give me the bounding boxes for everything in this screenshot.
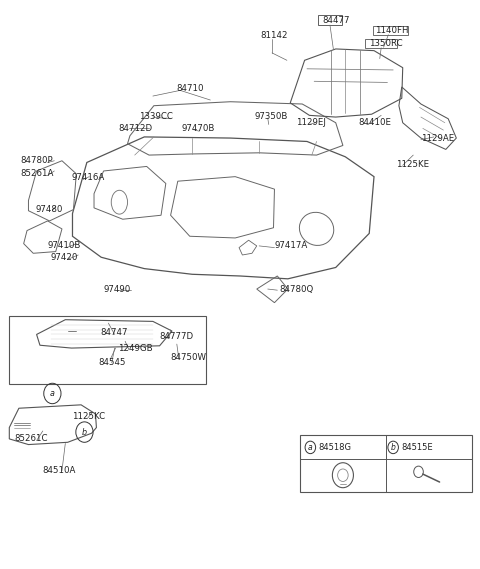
Text: 84780Q: 84780Q	[279, 284, 313, 294]
Bar	[373, 26, 408, 35]
Text: 84710: 84710	[177, 84, 204, 93]
Text: 84777D: 84777D	[159, 332, 194, 341]
Bar	[9, 316, 206, 384]
Text: a: a	[50, 389, 55, 398]
Bar	[300, 435, 472, 492]
Text: 1125KC: 1125KC	[72, 412, 105, 420]
Text: 97410B: 97410B	[48, 241, 81, 250]
Text: 84510A: 84510A	[43, 466, 76, 475]
Bar	[318, 15, 342, 25]
Text: 97416A: 97416A	[72, 174, 105, 182]
Text: 84518G: 84518G	[318, 443, 351, 452]
Text: 97490: 97490	[104, 284, 131, 294]
Text: 1339CC: 1339CC	[140, 112, 173, 121]
Text: 97470B: 97470B	[181, 124, 215, 133]
Text: 84515E: 84515E	[401, 443, 433, 452]
Text: 84477: 84477	[323, 16, 350, 25]
Text: 97420: 97420	[51, 253, 78, 262]
Bar	[365, 39, 396, 48]
Text: 1125KE: 1125KE	[396, 160, 429, 168]
Text: b: b	[391, 443, 396, 452]
Text: 1249GB: 1249GB	[118, 344, 153, 353]
Text: 1129AE: 1129AE	[421, 134, 454, 143]
Text: 85261C: 85261C	[14, 434, 48, 443]
Text: 84410E: 84410E	[359, 118, 392, 127]
Text: 81142: 81142	[260, 31, 288, 40]
Text: 84545: 84545	[99, 358, 126, 368]
Text: 84712D: 84712D	[118, 124, 152, 133]
Text: 85261A: 85261A	[21, 170, 54, 178]
Text: b: b	[82, 427, 87, 436]
Text: 1140FH: 1140FH	[375, 26, 408, 35]
Text: 84750W: 84750W	[170, 353, 206, 362]
Text: a: a	[308, 443, 312, 452]
Text: 1129EJ: 1129EJ	[297, 118, 326, 127]
Text: 97480: 97480	[35, 205, 62, 214]
Text: 97350B: 97350B	[254, 112, 288, 121]
Text: 84780P: 84780P	[21, 156, 53, 165]
Text: 97417A: 97417A	[275, 241, 308, 250]
Text: 1350RC: 1350RC	[369, 39, 403, 48]
Text: 84747: 84747	[100, 328, 128, 337]
